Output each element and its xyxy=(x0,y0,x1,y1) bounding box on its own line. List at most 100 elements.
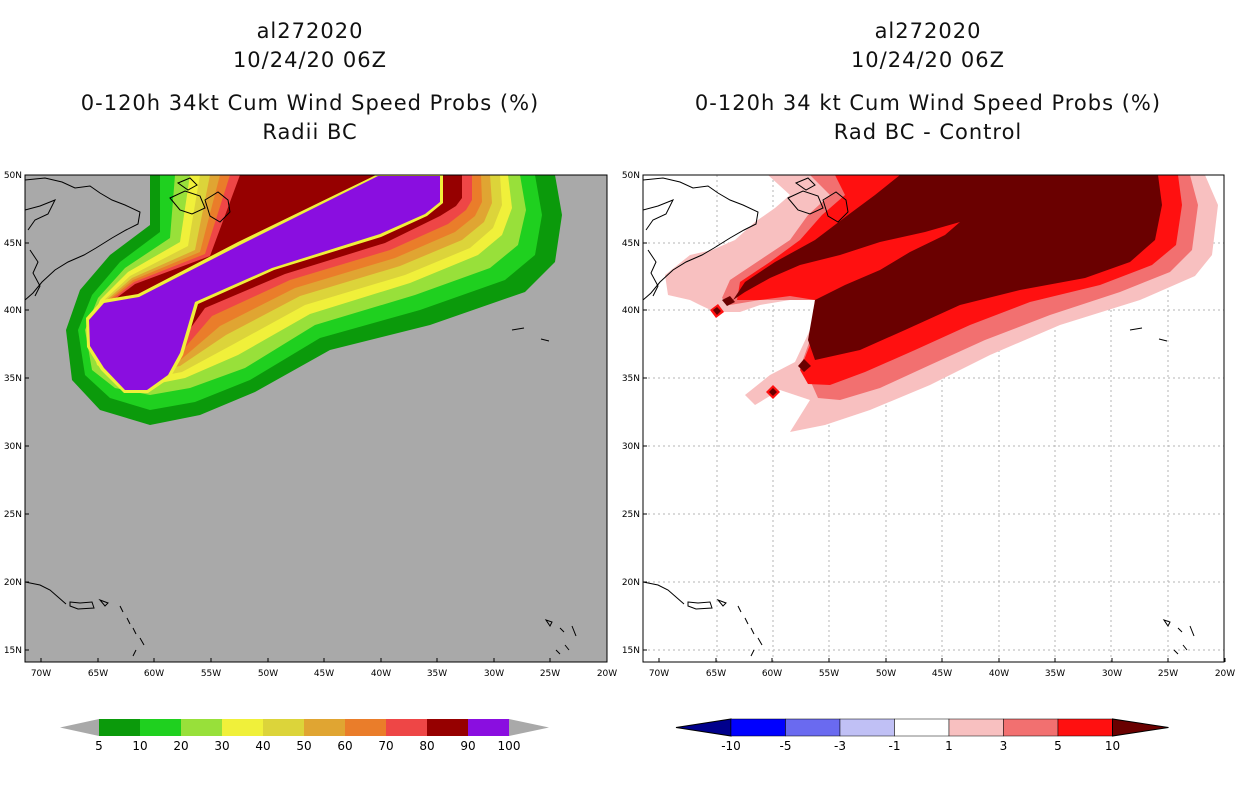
lon-tick-label: 70W xyxy=(31,669,51,679)
left-map: 50N 45N 40N 35N 30N 25N 20N 15N 70W 65W 60W 55W 50W… xyxy=(4,171,617,679)
lon-tick-label: 25W xyxy=(1158,669,1178,679)
right-map-frame xyxy=(642,174,1225,663)
left-colorbar-label: 5 xyxy=(95,739,103,753)
left-colorbar-label: 50 xyxy=(296,739,311,753)
lon-tick-label: 50W xyxy=(876,669,896,679)
left-colorbar-swatch xyxy=(181,719,222,736)
left-lat-labels: 50N 45N 40N 35N 30N 25N 20N 15N xyxy=(4,171,29,656)
right-lat-labels: 50N 45N 40N 35N 30N 25N 20N 15N xyxy=(622,171,647,656)
lat-tick-label: 20N xyxy=(622,578,640,588)
right-colorbar-swatch xyxy=(730,718,786,737)
left-colorbar-label: 10 xyxy=(132,739,147,753)
left-colorbar-swatch xyxy=(99,719,140,736)
lon-tick-label: 70W xyxy=(649,669,669,679)
lon-tick-label: 55W xyxy=(819,669,839,679)
lon-tick-label: 45W xyxy=(932,669,952,679)
right-map: 50N 45N 40N 35N 30N 25N 20N 15N 70W 65W 60W 55W 50W… xyxy=(622,171,1235,679)
right-colorbar-swatch xyxy=(785,718,841,737)
left-colorbar-label: 40 xyxy=(255,739,270,753)
right-colorbar-label: -1 xyxy=(889,739,901,753)
lon-tick-label: 40W xyxy=(989,669,1009,679)
right-colorbar-swatch xyxy=(894,718,950,737)
right-colorbar-label: 5 xyxy=(1054,739,1062,753)
right-title-experiment: Rad BC - Control xyxy=(833,120,1023,144)
right-title-storm: al272020 xyxy=(874,19,982,43)
right-spot-b xyxy=(713,307,721,315)
lat-tick-label: 35N xyxy=(4,374,22,384)
left-title: al272020 10/24/20 06Z 0-120h 34kt Cum Wi… xyxy=(0,17,620,147)
right-title-variable: 0-120h 34 kt Cum Wind Speed Probs (%) xyxy=(694,91,1162,115)
left-colorbar-label: 60 xyxy=(337,739,352,753)
left-colorbar-label: 70 xyxy=(378,739,393,753)
lon-tick-label: 60W xyxy=(144,669,164,679)
left-colorbar-label: 30 xyxy=(214,739,229,753)
lat-tick-label: 50N xyxy=(622,171,640,181)
lon-tick-label: 65W xyxy=(706,669,726,679)
right-title-date: 10/24/20 06Z xyxy=(850,48,1006,72)
left-colorbar-swatch xyxy=(304,719,345,736)
left-colorbar-swatch xyxy=(468,719,509,736)
lon-tick-label: 50W xyxy=(258,669,278,679)
right-colorbar-label: -3 xyxy=(834,739,846,753)
right-colorbar-under-arrow xyxy=(675,718,732,737)
lon-tick-label: 30W xyxy=(1102,669,1122,679)
lat-tick-label: 40N xyxy=(4,306,22,316)
left-colorbar-under-arrow xyxy=(60,719,99,736)
right-colorbar-swatch xyxy=(948,718,1004,737)
right-spot-d xyxy=(769,388,777,396)
lat-tick-label: 45N xyxy=(622,239,640,249)
left-title-date: 10/24/20 06Z xyxy=(232,48,388,72)
lon-tick-label: 65W xyxy=(88,669,108,679)
lon-tick-label: 35W xyxy=(427,669,447,679)
left-title-storm: al272020 xyxy=(256,19,364,43)
right-colorbar-swatch xyxy=(839,718,895,737)
lon-tick-label: 35W xyxy=(1045,669,1065,679)
left-colorbar-swatch xyxy=(263,719,304,736)
lon-tick-label: 25W xyxy=(540,669,560,679)
lat-tick-label: 35N xyxy=(622,374,640,384)
right-spot-e xyxy=(798,359,811,372)
lat-tick-label: 30N xyxy=(622,442,640,452)
lat-tick-label: 15N xyxy=(4,646,22,656)
right-spot-f xyxy=(722,296,735,306)
lat-tick-label: 50N xyxy=(4,171,22,181)
left-colorbar-swatch xyxy=(386,719,427,736)
right-colorbar-label: 1 xyxy=(945,739,953,753)
left-colorbar-swatch xyxy=(427,719,468,736)
left-map-frame xyxy=(24,174,608,663)
left-colorbar: 5 10 20 30 40 50 60 70 80 90 100 xyxy=(60,719,549,753)
left-lon-labels: 70W 65W 60W 55W 50W 45W 40W 35W 30W 25W 20W xyxy=(31,658,617,679)
left-title-experiment: Radii BC xyxy=(262,120,358,144)
right-colorbar-label: 3 xyxy=(1000,739,1008,753)
left-colorbar-swatch xyxy=(222,719,263,736)
right-colorbar-over-arrow xyxy=(1112,718,1169,737)
left-coastlines xyxy=(25,177,577,657)
right-colorbar-label: -5 xyxy=(780,739,792,753)
lon-tick-label: 60W xyxy=(762,669,782,679)
right-coastlines xyxy=(643,177,1195,657)
lon-tick-label: 20W xyxy=(597,669,617,679)
lat-tick-label: 30N xyxy=(4,442,22,452)
lon-tick-label: 45W xyxy=(314,669,334,679)
left-colorbar-label: 20 xyxy=(173,739,188,753)
right-lon-labels: 70W 65W 60W 55W 50W 45W 40W 35W 30W 25W 20W xyxy=(649,658,1235,679)
lon-tick-label: 40W xyxy=(371,669,391,679)
right-band-10 xyxy=(733,175,1162,360)
right-title: al272020 10/24/20 06Z 0-120h 34 kt Cum W… xyxy=(618,17,1236,147)
lat-tick-label: 15N xyxy=(622,646,640,656)
right-colorbar-label: 10 xyxy=(1105,739,1120,753)
right-colorbar-label: -10 xyxy=(721,739,741,753)
lat-tick-label: 45N xyxy=(4,239,22,249)
right-colorbar-swatch xyxy=(1003,718,1059,737)
left-band-90 xyxy=(89,176,440,390)
lon-tick-label: 55W xyxy=(201,669,221,679)
left-colorbar-swatch xyxy=(345,719,386,736)
right-difference-field xyxy=(665,175,1218,432)
lon-tick-label: 20W xyxy=(1215,669,1235,679)
lat-tick-label: 25N xyxy=(4,510,22,520)
left-colorbar-label: 100 xyxy=(498,739,521,753)
left-title-variable: 0-120h 34kt Cum Wind Speed Probs (%) xyxy=(80,91,540,115)
left-probability-field xyxy=(66,175,562,425)
lat-tick-label: 40N xyxy=(622,306,640,316)
